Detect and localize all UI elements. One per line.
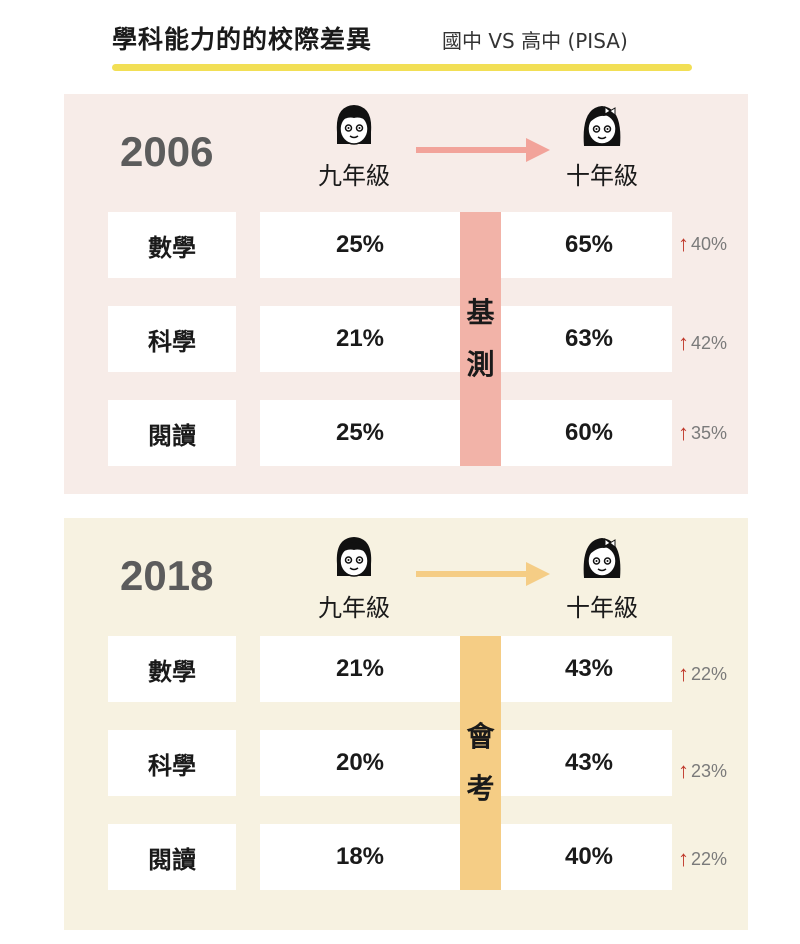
up-arrow-icon: ↑	[678, 661, 689, 686]
girl-with-bow-icon	[583, 105, 621, 146]
to-value-cell: 60%	[496, 400, 672, 466]
from-value-cell: 25%	[260, 212, 460, 278]
subject-cell: 閱讀	[108, 400, 236, 466]
increase-label: ↑ 23%	[678, 758, 728, 783]
year-label: 2006	[120, 128, 214, 175]
up-arrow-icon: ↑	[678, 846, 689, 871]
to-value-cell: 40%	[496, 824, 672, 890]
exam-name-bar: 會 考	[460, 636, 501, 890]
girl-with-bow-icon	[583, 537, 621, 578]
subject-cell: 科學	[108, 306, 236, 372]
from-value-cell: 25%	[260, 400, 460, 466]
from-value-cell: 21%	[260, 306, 460, 372]
panel-2006: 2006 九年級 十年級 數學 25% 65% ↑ 40% 科學 21% 63% …	[64, 94, 748, 494]
exam-name-char: 基	[466, 296, 495, 329]
exam-name-char: 考	[466, 772, 495, 805]
from-grade-label: 九年級	[318, 162, 390, 190]
from-value-cell: 21%	[260, 636, 460, 702]
up-arrow-icon: ↑	[678, 330, 689, 355]
title-underline	[112, 64, 692, 71]
right-arrow-icon	[416, 562, 550, 586]
page-title: 學科能力的的校際差異	[112, 25, 373, 54]
from-value-cell: 18%	[260, 824, 460, 890]
to-value-cell: 63%	[496, 306, 672, 372]
subject-cell: 數學	[108, 212, 236, 278]
year-label: 2018	[120, 552, 214, 599]
header: 學科能力的的校際差異 國中 VS 高中 (PISA)	[112, 18, 692, 78]
subject-cell: 數學	[108, 636, 236, 702]
increase-label: ↑ 40%	[678, 231, 728, 256]
up-arrow-icon: ↑	[678, 420, 689, 445]
exam-name-bar: 基 測	[460, 212, 501, 466]
subject-cell: 科學	[108, 730, 236, 796]
increase-label: ↑ 42%	[678, 330, 728, 355]
subject-cell: 閱讀	[108, 824, 236, 890]
exam-name-char: 測	[466, 348, 495, 381]
exam-name-char: 會	[466, 720, 495, 753]
panel-2018: 2018 九年級 十年級 數學 21% 43% ↑ 22% 科學 20% 43% …	[64, 518, 748, 930]
girl-short-hair-icon	[336, 105, 372, 145]
to-value-cell: 65%	[496, 212, 672, 278]
increase-label: ↑ 35%	[678, 420, 728, 445]
from-value-cell: 20%	[260, 730, 460, 796]
to-value-cell: 43%	[496, 730, 672, 796]
to-grade-label: 十年級	[566, 594, 638, 622]
up-arrow-icon: ↑	[678, 758, 689, 783]
to-value-cell: 43%	[496, 636, 672, 702]
up-arrow-icon: ↑	[678, 231, 689, 256]
to-grade-label: 十年級	[566, 162, 638, 190]
from-grade-label: 九年級	[318, 594, 390, 622]
increase-label: ↑ 22%	[678, 661, 728, 686]
increase-label: ↑ 22%	[678, 846, 728, 871]
page-subtitle: 國中 VS 高中 (PISA)	[442, 29, 628, 53]
right-arrow-icon	[416, 138, 550, 162]
girl-short-hair-icon	[336, 537, 372, 577]
